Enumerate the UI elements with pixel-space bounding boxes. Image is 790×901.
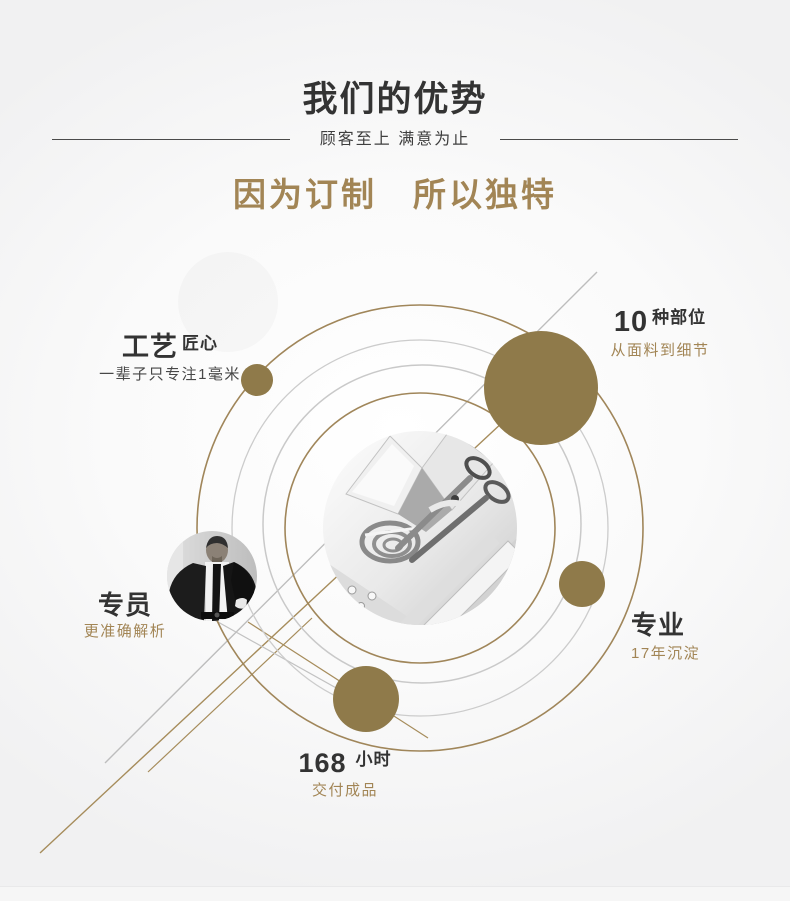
dot-professional — [559, 561, 605, 607]
feature-specialist-title: 专员 — [97, 590, 152, 620]
orbit-gray-inner — [262, 364, 582, 684]
feature-parts: 10 种部位 从面料到细节 — [600, 308, 720, 359]
dot-parts — [484, 331, 598, 445]
feature-hours-caption: 交付成品 — [311, 782, 378, 799]
slogan-left: 因为订制 — [233, 176, 377, 213]
page-title: 我们的优势 — [302, 80, 488, 119]
tailoring-photo — [323, 431, 517, 625]
orbit-gold-inner — [284, 392, 556, 664]
feature-parts-heading: 10 种部位 — [600, 308, 720, 337]
feature-craft-caption: 一辈子只专注1毫米 — [99, 366, 241, 383]
satellite-dots — [241, 331, 605, 732]
orbit-rings — [196, 304, 644, 752]
faint-smudge — [178, 252, 278, 352]
feature-hours-number: 168 — [298, 748, 347, 778]
feature-parts-suffix: 种部位 — [652, 308, 707, 327]
orbit-gold-outer — [196, 304, 644, 752]
subtitle: 顾客至上 满意为止 — [319, 131, 471, 148]
dot-craft — [241, 364, 273, 396]
feature-specialist: 专员 更准确解析 — [78, 592, 172, 639]
bottom-edge-strip — [0, 886, 790, 901]
feature-craft-heading: 工艺 匠心 — [95, 334, 245, 361]
scissors-icon — [395, 456, 511, 563]
gold-diagonal-short — [147, 617, 313, 773]
feature-parts-caption: 从面料到细节 — [610, 342, 710, 359]
feature-specialist-caption: 更准确解析 — [83, 623, 167, 640]
feature-professional: 专业 17年沉淀 — [631, 612, 731, 661]
feature-parts-number: 10 — [613, 306, 649, 338]
orbit-gray-outer — [231, 339, 609, 717]
feature-craft: 工艺 匠心 一辈子只专注1毫米 — [95, 334, 245, 383]
feature-craft-suffix: 匠心 — [182, 334, 218, 353]
feature-craft-title: 工艺 — [122, 332, 178, 362]
feature-hours: 168 小时 交付成品 — [283, 750, 407, 799]
slogan-right: 所以独特 — [413, 176, 557, 213]
subtitle-rule-right — [500, 139, 738, 140]
feature-professional-heading: 专业 — [631, 612, 731, 638]
feature-specialist-heading: 专员 — [78, 592, 172, 618]
feature-professional-title: 专业 — [631, 610, 686, 640]
gold-cross-line — [247, 621, 429, 739]
dot-hours — [333, 666, 399, 732]
subtitle-row: 顾客至上 满意为止 — [0, 130, 790, 150]
feature-professional-caption: 17年沉淀 — [631, 645, 701, 662]
feature-hours-heading: 168 小时 — [283, 750, 407, 777]
feature-hours-suffix: 小时 — [355, 750, 392, 769]
slogan: 因为订制 所以独特 — [0, 176, 790, 214]
subtitle-rule-left — [52, 139, 290, 140]
tailor-portrait-photo — [167, 531, 257, 621]
